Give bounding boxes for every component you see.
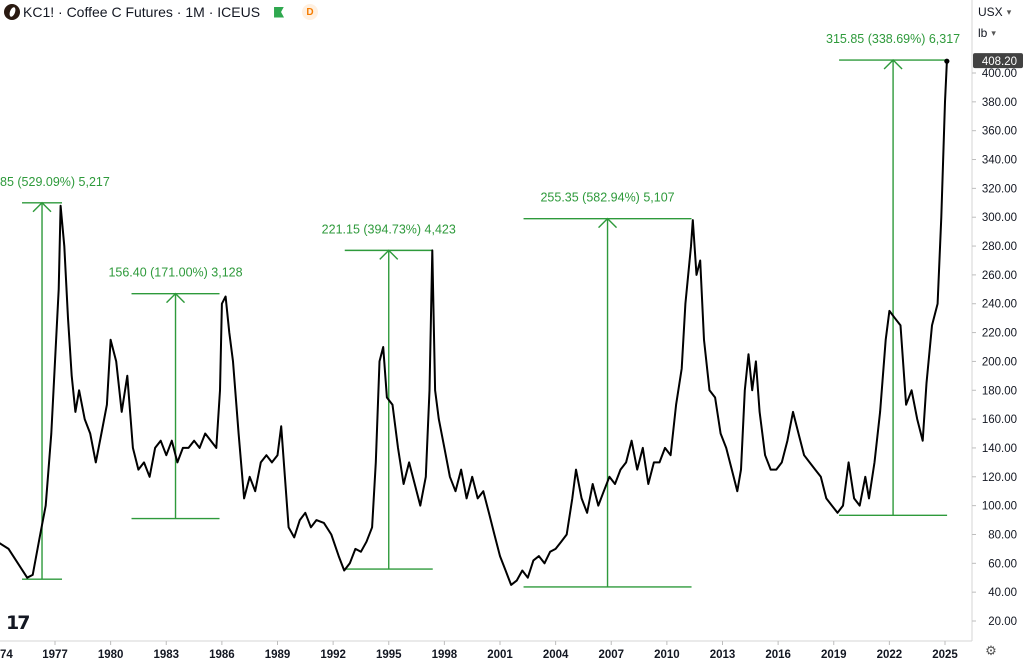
measure-label: 315.85 (338.69%) 6,317 bbox=[826, 32, 960, 46]
measure-annotation[interactable]: 255.35 (582.94%) 5,107 bbox=[523, 191, 692, 588]
green-flag-icon bbox=[274, 6, 285, 18]
measure-label: 85 (529.09%) 5,217 bbox=[0, 175, 110, 189]
y-tick-label: 140.00 bbox=[982, 443, 1017, 455]
x-tick-label: 2001 bbox=[487, 649, 513, 661]
x-tick-label: 2013 bbox=[710, 649, 736, 661]
measure-arrowhead bbox=[166, 292, 186, 304]
last-price-badge bbox=[973, 53, 1023, 69]
y-tick-label: 80.00 bbox=[988, 529, 1017, 541]
last-price-dot bbox=[944, 58, 950, 64]
x-tick-label: 2016 bbox=[765, 649, 791, 661]
gear-icon[interactable]: ⚙ bbox=[985, 643, 997, 658]
measure-annotation[interactable]: 156.40 (171.00%) 3,128 bbox=[108, 266, 243, 520]
x-tick-label: 74 bbox=[0, 649, 13, 661]
measure-arrowhead bbox=[32, 201, 52, 213]
y-tick-label: 60.00 bbox=[988, 558, 1017, 570]
tradingview-logo[interactable]: 17 bbox=[6, 612, 30, 634]
unit-label: lb bbox=[978, 26, 988, 40]
y-tick-label: 340.00 bbox=[982, 155, 1017, 167]
measure-label: 221.15 (394.73%) 4,423 bbox=[322, 222, 456, 236]
y-tick-label: 300.00 bbox=[982, 212, 1017, 224]
x-tick-label: 2019 bbox=[821, 649, 847, 661]
x-tick-label: 2010 bbox=[654, 649, 680, 661]
y-tick-label: 360.00 bbox=[982, 126, 1017, 138]
price-series bbox=[0, 58, 950, 586]
price-line bbox=[0, 61, 948, 586]
measure-label: 156.40 (171.00%) 3,128 bbox=[108, 266, 242, 280]
currency-selector[interactable]: USX ▾ bbox=[978, 5, 1011, 19]
x-tick-label: 1983 bbox=[153, 649, 179, 661]
symbol-title[interactable]: KC1! · Coffee C Futures · 1M · ICEUS bbox=[23, 4, 261, 20]
measure-arrowhead bbox=[598, 217, 618, 229]
x-tick-label: 2022 bbox=[877, 649, 903, 661]
y-tick-label: 280.00 bbox=[982, 241, 1017, 253]
measure-annotation[interactable]: 221.15 (394.73%) 4,423 bbox=[322, 222, 456, 570]
measure-arrowhead bbox=[883, 59, 903, 70]
x-tick-label: 1995 bbox=[376, 649, 402, 661]
x-tick-label: 2025 bbox=[932, 649, 958, 661]
last-price-label: 408.20 bbox=[982, 56, 1017, 68]
measure-annotation[interactable]: 85 (529.09%) 5,217 bbox=[0, 175, 110, 580]
x-tick-label: 1998 bbox=[432, 649, 458, 661]
axis-labels: 20.00 40.00 60.00 80.00 100.00 120.00 140.00 16… bbox=[0, 53, 1023, 661]
measure-arrowhead bbox=[379, 249, 399, 260]
y-tick-label: 20.00 bbox=[988, 616, 1017, 628]
measure-annotation[interactable]: 315.85 (338.69%) 6,317 bbox=[826, 32, 960, 516]
y-tick-label: 240.00 bbox=[982, 299, 1017, 311]
y-tick-label: 160.00 bbox=[982, 414, 1017, 426]
measure-annotations[interactable]: 85 (529.09%) 5,217 156.40 (171.00%) 3,128… bbox=[0, 32, 960, 588]
y-tick-label: 100.00 bbox=[982, 501, 1017, 513]
x-tick-label: 1986 bbox=[209, 649, 235, 661]
y-tick-label: 220.00 bbox=[982, 328, 1017, 340]
y-tick-label: 40.00 bbox=[988, 587, 1017, 599]
x-tick-label: 1992 bbox=[320, 649, 346, 661]
x-tick-label: 1980 bbox=[98, 649, 124, 661]
y-tick-label: 320.00 bbox=[982, 183, 1017, 195]
y-tick-label: 200.00 bbox=[982, 356, 1017, 368]
x-tick-label: 1989 bbox=[265, 649, 291, 661]
y-tick-label: 380.00 bbox=[982, 97, 1017, 109]
currency-label: USX bbox=[978, 5, 1003, 19]
symbol-header: KC1! · Coffee C Futures · 1M · ICEUS D bbox=[4, 2, 319, 22]
chevron-down-icon: ▾ bbox=[991, 27, 996, 38]
x-tick-label: 1977 bbox=[42, 649, 68, 661]
axis-layer bbox=[0, 0, 976, 645]
y-tick-label: 400.00 bbox=[982, 68, 1017, 80]
measure-label: 255.35 (582.94%) 5,107 bbox=[540, 191, 674, 205]
x-tick-label: 2004 bbox=[543, 649, 569, 661]
y-tick-label: 260.00 bbox=[982, 270, 1017, 282]
chevron-down-icon: ▾ bbox=[1006, 6, 1012, 17]
unit-selector[interactable]: lb ▾ bbox=[978, 26, 996, 40]
coffee-bean-icon bbox=[4, 4, 20, 20]
x-tick-label: 2007 bbox=[598, 649, 624, 661]
y-tick-label: 180.00 bbox=[982, 385, 1017, 397]
delay-badge[interactable]: D bbox=[302, 4, 319, 20]
y-tick-label: 120.00 bbox=[982, 472, 1017, 484]
